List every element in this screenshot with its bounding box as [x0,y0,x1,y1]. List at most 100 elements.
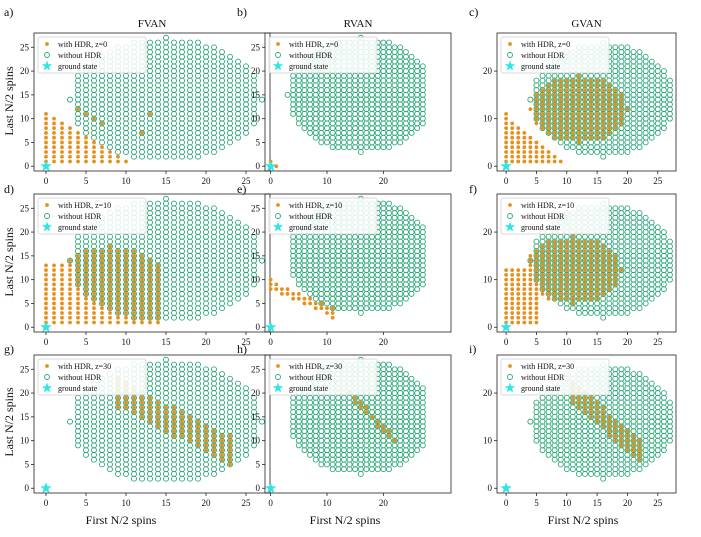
without-hdr-point [179,120,185,127]
without-hdr-point [363,447,370,454]
without-hdr-point [357,447,364,454]
without-hdr-point [414,409,421,416]
without-hdr-point [324,238,330,245]
without-hdr-point [139,437,145,444]
without-hdr-point [419,281,426,288]
without-hdr-point [624,210,631,216]
without-hdr-point [391,82,398,89]
without-hdr-point [391,68,398,75]
with-hdr-point [108,296,112,301]
without-hdr-point [115,466,121,473]
without-hdr-point [557,300,564,307]
without-hdr-point [397,295,404,302]
without-hdr-point [187,120,193,127]
without-hdr-point [648,120,655,127]
without-hdr-point [380,243,387,250]
with-hdr-point [76,263,80,268]
without-hdr-point [203,149,209,155]
without-hdr-point [290,87,297,94]
with-hdr-point [595,296,600,301]
without-hdr-point [211,380,217,387]
without-hdr-point [397,409,404,416]
without-hdr-point [179,87,185,94]
without-hdr-point [171,139,177,146]
with-hdr-point [124,301,128,306]
with-hdr-point [577,92,581,97]
without-hdr-point [606,72,613,79]
without-hdr-point [408,413,415,420]
without-hdr-point [391,139,398,146]
without-hdr-point [147,129,153,136]
without-hdr-point [324,456,330,463]
with-hdr-point [132,301,136,306]
without-hdr-point [147,385,153,392]
without-hdr-point [187,229,193,236]
without-hdr-point [318,437,325,444]
with-hdr-point [212,448,216,453]
without-hdr-point [219,300,225,307]
with-hdr-point [52,296,56,301]
without-hdr-point [408,252,415,259]
without-hdr-point [139,418,145,425]
without-hdr-point [391,248,398,255]
without-hdr-point [324,300,330,307]
without-hdr-point [419,394,426,401]
without-hdr-point [318,252,325,259]
without-hdr-point [618,210,625,216]
without-hdr-point [312,276,319,283]
without-hdr-point [414,423,421,430]
without-hdr-point [179,314,185,321]
without-hdr-point [642,276,649,283]
without-hdr-point [163,437,169,444]
without-hdr-point [147,238,153,245]
with-hdr-point [132,405,136,410]
with-hdr-point [60,287,64,292]
without-hdr-point [195,224,201,231]
without-hdr-point [329,399,336,406]
without-hdr-point [624,281,631,288]
without-hdr-point [219,224,225,231]
without-hdr-point [654,238,661,245]
without-hdr-point [155,224,161,231]
without-hdr-point [155,214,161,221]
with-hdr-point [516,273,521,277]
with-hdr-point [577,296,581,301]
without-hdr-point [99,442,105,449]
without-hdr-point [147,49,153,55]
with-hdr-point [84,112,88,116]
without-hdr-point [179,96,185,103]
without-hdr-point [408,233,415,240]
without-hdr-point [219,110,225,117]
with-hdr-point [534,292,539,296]
with-hdr-point [613,92,618,97]
without-hdr-point [408,243,415,250]
without-hdr-point [618,276,625,283]
without-hdr-point [227,129,233,136]
with-hdr-point [148,400,152,405]
x-tick-label: 0 [268,176,273,186]
without-hdr-point [163,466,169,473]
without-hdr-point [335,305,342,312]
with-hdr-point [60,145,64,150]
without-hdr-point [179,149,185,155]
without-hdr-point [147,437,153,444]
with-hdr-point [552,154,557,159]
without-hdr-point [75,248,81,255]
without-hdr-point [618,77,625,84]
with-hdr-point [583,287,587,292]
without-hdr-point [545,437,552,444]
without-hdr-point [612,238,619,245]
without-hdr-point [545,233,552,240]
with-hdr-point [583,131,587,135]
without-hdr-point [380,224,387,231]
without-hdr-point [139,461,145,468]
with-hdr-point [589,97,593,102]
without-hdr-point [414,399,421,406]
without-hdr-point [235,281,241,288]
without-hdr-point [171,53,177,60]
legend-hdr-marker [45,203,49,207]
without-hdr-point [99,87,105,94]
with-hdr-point [140,273,144,277]
without-hdr-point [618,139,625,146]
